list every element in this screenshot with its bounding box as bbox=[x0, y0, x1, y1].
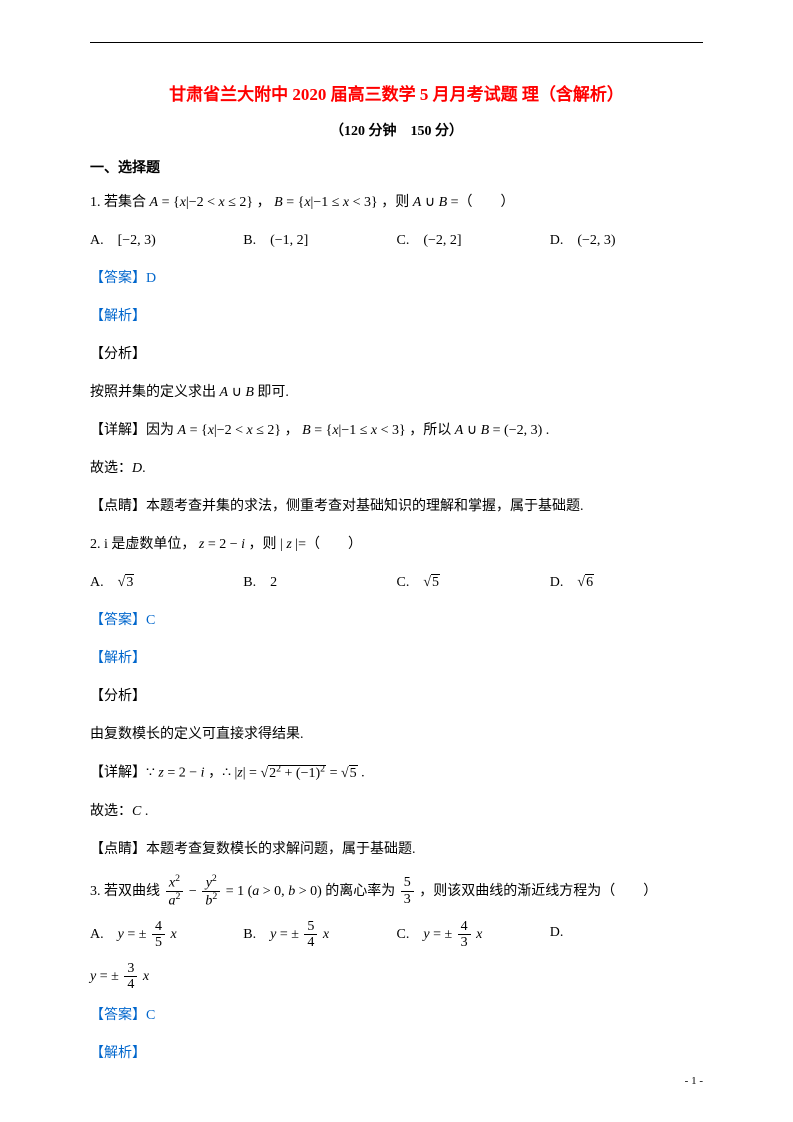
q1-setB: B bbox=[274, 195, 283, 210]
q2-fenxi-text: 由复数模长的定义可直接求得结果. bbox=[90, 721, 703, 749]
q3-stem: 3. 若双曲线 x2a2 − y2b2 = 1 (a > 0, b > 0) 的… bbox=[90, 874, 703, 909]
q1-jiexi: 【解析】 bbox=[90, 303, 703, 331]
q1-optD: D. (−2, 3) bbox=[550, 227, 703, 255]
q1-optB: B. (−1, 2] bbox=[243, 227, 396, 255]
q1-stem: 1. 若集合 A = {x|−2 < x ≤ 2} ， B = {x|−1 ≤ … bbox=[90, 189, 703, 217]
q2-fenxi-label: 【分析】 bbox=[90, 683, 703, 711]
q1-optA: A. [−2, 3) bbox=[90, 227, 243, 255]
q1-fenxi-label: 【分析】 bbox=[90, 341, 703, 369]
top-rule bbox=[90, 42, 703, 43]
q2-optC: C. 5 bbox=[397, 569, 550, 597]
q1-stem-mid: ， bbox=[257, 195, 271, 210]
q2-detail: 【详解】∵ z = 2 − i ，∴ |z| = 22 + (−1)2 = 5 … bbox=[90, 759, 703, 788]
q1-setA: A bbox=[150, 195, 159, 210]
exam-title: 甘肃省兰大附中 2020 届高三数学 5 月月考试题 理（含解析） bbox=[90, 80, 703, 111]
q3-optD: y = ± 34 x bbox=[90, 961, 703, 993]
q2-dianjing: 【点睛】本题考查复数模长的求解问题，属于基础题. bbox=[90, 836, 703, 864]
q2-optB: B. 2 bbox=[243, 569, 396, 597]
q2-options: A. 3 B. 2 C. 5 D. 6 bbox=[90, 569, 703, 597]
q1-options: A. [−2, 3) B. (−1, 2] C. (−2, 2] D. (−2,… bbox=[90, 227, 703, 255]
q1-answer: 【答案】D bbox=[90, 265, 703, 293]
q3-jiexi: 【解析】 bbox=[90, 1040, 703, 1068]
q1-optC: C. (−2, 2] bbox=[397, 227, 550, 255]
q2-optA: A. 3 bbox=[90, 569, 243, 597]
q3-optA: A. y = ± 45 x bbox=[90, 919, 243, 951]
q3-optD-label: D. bbox=[550, 919, 703, 951]
q3-optB: B. y = ± 54 x bbox=[243, 919, 396, 951]
q2-jiexi: 【解析】 bbox=[90, 645, 703, 673]
q2-optD: D. 6 bbox=[550, 569, 703, 597]
q1-dianjing: 【点睛】本题考查并集的求法，侧重考查对基础知识的理解和掌握，属于基础题. bbox=[90, 493, 703, 521]
q1-choice: 故选：D. bbox=[90, 455, 703, 483]
q1-stem-pre: 1. 若集合 bbox=[90, 195, 150, 210]
q1-stem-post: ，则 A ∪ B =（ ） bbox=[381, 195, 514, 210]
q3-optC: C. y = ± 43 x bbox=[397, 919, 550, 951]
exam-subtitle: （120 分钟 150 分） bbox=[90, 119, 703, 144]
q3-options-row1: A. y = ± 45 x B. y = ± 54 x C. y = ± 43 … bbox=[90, 919, 703, 951]
page-number: - 1 - bbox=[685, 1072, 703, 1092]
q1-fenxi-text: 按照并集的定义求出 A ∪ B 即可. bbox=[90, 379, 703, 407]
q2-answer: 【答案】C bbox=[90, 607, 703, 635]
section-header: 一、选择题 bbox=[90, 156, 703, 181]
q1-detail: 【详解】因为 A = {x|−2 < x ≤ 2} ， B = {x|−1 ≤ … bbox=[90, 417, 703, 445]
q3-answer: 【答案】C bbox=[90, 1002, 703, 1030]
q2-stem: 2. i 是虚数单位， z = 2 − i ，则 | z |=（ ） bbox=[90, 531, 703, 559]
q2-choice: 故选：C . bbox=[90, 798, 703, 826]
